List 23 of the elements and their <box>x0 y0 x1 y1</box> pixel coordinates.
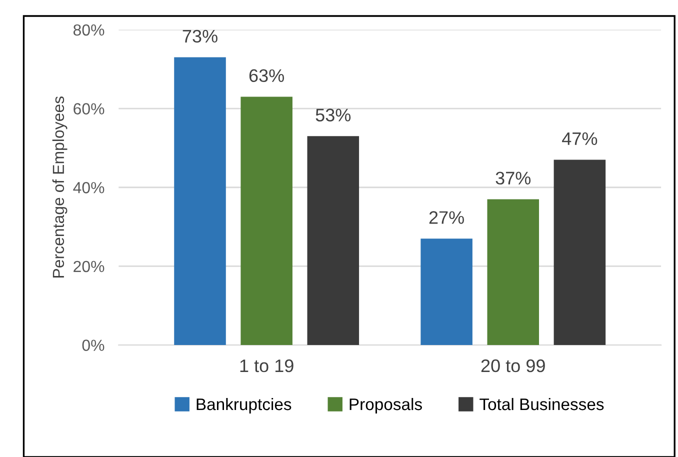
data-label: 47% <box>562 132 598 146</box>
bar <box>240 96 292 346</box>
legend-label: Total Businesses <box>480 398 604 410</box>
y-tick-label: 40% <box>73 182 104 194</box>
bar <box>487 199 540 346</box>
y-axis-title: Percentage of Employees <box>52 96 68 278</box>
data-label: 63% <box>249 69 284 82</box>
legend-label: Bankruptcies <box>196 398 292 414</box>
data-label: 73% <box>182 30 218 43</box>
x-tick-label: 20 to 99 <box>481 359 545 372</box>
x-tick-label: 1 to 19 <box>240 359 294 372</box>
y-tick-label: 60% <box>74 103 104 114</box>
bar <box>174 57 226 346</box>
data-label: 37% <box>496 172 531 185</box>
bar <box>420 238 472 346</box>
data-label: 53% <box>316 108 351 122</box>
y-tick-label: 80% <box>73 24 104 36</box>
data-label: 27% <box>429 211 464 224</box>
y-tick-label: 0% <box>82 340 104 351</box>
bar <box>554 160 606 346</box>
y-tick-label: 20% <box>74 260 104 272</box>
bar <box>307 136 360 346</box>
legend-label: Proposals <box>350 398 422 414</box>
